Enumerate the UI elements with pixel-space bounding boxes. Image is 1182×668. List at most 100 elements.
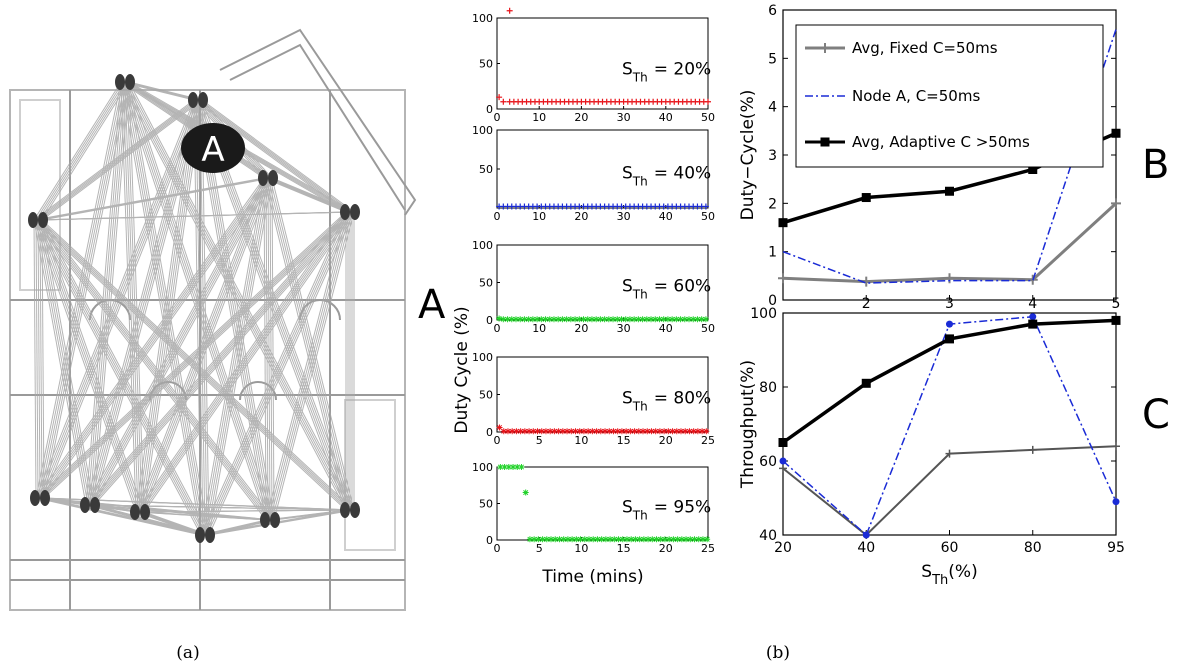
map-link <box>87 504 204 536</box>
data-point <box>597 428 604 435</box>
x-tick-label: 10 <box>532 111 546 124</box>
x-tick-label: 20 <box>774 540 792 556</box>
data-point <box>538 316 545 323</box>
map-link <box>33 219 87 506</box>
x-tick-label: 5 <box>1112 296 1121 312</box>
threshold-annotation: STh = 80% <box>622 389 711 414</box>
data-point <box>681 316 688 323</box>
sensor-node-icon <box>195 527 205 543</box>
data-point <box>615 536 622 543</box>
map-link <box>265 211 347 521</box>
map-link <box>208 211 355 536</box>
series-marker <box>1111 315 1121 325</box>
data-point <box>538 428 545 435</box>
map-link <box>137 211 349 513</box>
data-point <box>534 316 541 323</box>
data-point <box>576 316 583 323</box>
data-point <box>500 98 507 105</box>
series-marker <box>1028 445 1037 454</box>
data-point <box>526 536 533 543</box>
x-tick-label: 20 <box>659 434 673 447</box>
map-link <box>199 99 353 213</box>
legend-label: Node A, C=50ms <box>852 87 980 105</box>
map-link <box>200 177 265 536</box>
data-point <box>594 536 601 543</box>
series-marker <box>1111 128 1121 138</box>
series-marker <box>1028 165 1038 174</box>
data-point <box>665 428 672 435</box>
map-link <box>35 81 124 221</box>
data-point <box>618 428 625 435</box>
map-link <box>41 219 275 521</box>
data-point <box>585 428 592 435</box>
data-point <box>550 316 557 323</box>
data-point <box>657 536 664 543</box>
x-tick-label: 10 <box>532 322 546 335</box>
data-point <box>691 536 698 543</box>
data-point <box>564 428 571 435</box>
x-tick-label: 20 <box>574 210 588 223</box>
data-point <box>631 316 638 323</box>
data-point <box>614 316 621 323</box>
map-link <box>267 177 271 521</box>
sensor-node-icon <box>90 497 100 513</box>
x-tick-label: 0 <box>494 542 501 555</box>
y-tick-label: 6 <box>768 3 777 19</box>
y-tick-label: 100 <box>472 461 493 474</box>
map-link <box>206 211 353 536</box>
map-link <box>37 177 267 499</box>
y-tick-label: 50 <box>479 389 493 402</box>
y-tick-label: 0 <box>768 293 777 309</box>
node-a-marker <box>181 123 245 173</box>
y-tick-label: 0 <box>486 534 493 547</box>
data-point <box>505 464 512 470</box>
map-link <box>35 81 122 499</box>
sensor-node-icon <box>268 170 278 186</box>
map-link <box>37 99 197 499</box>
data-point <box>683 536 690 543</box>
map-link <box>193 99 202 536</box>
x-tick-label: 40 <box>659 322 673 335</box>
data-point <box>518 464 525 470</box>
data-point <box>517 316 524 323</box>
data-point <box>605 316 612 323</box>
x-tick-label: 0 <box>494 210 501 223</box>
x-tick-label: 50 <box>701 111 715 124</box>
y-tick-label: 50 <box>479 498 493 511</box>
data-point <box>673 316 680 323</box>
map-link <box>93 211 355 506</box>
map-link <box>197 99 351 213</box>
data-point <box>506 7 513 14</box>
data-point <box>619 536 626 543</box>
map-link <box>35 219 204 536</box>
sensor-node-icon <box>28 212 38 228</box>
data-point <box>677 428 684 435</box>
data-point <box>546 316 553 323</box>
map-link <box>265 177 269 521</box>
data-point <box>702 316 709 323</box>
data-point <box>496 315 503 322</box>
data-point <box>563 316 570 323</box>
legend-marker <box>820 43 830 53</box>
xlabel-suffix: (%) <box>948 562 977 582</box>
data-point <box>559 428 566 435</box>
annotation-s: S <box>622 389 633 409</box>
data-point <box>695 536 702 543</box>
data-point <box>686 428 693 435</box>
map-link <box>120 81 267 521</box>
map-link <box>41 211 353 499</box>
data-point <box>677 316 684 323</box>
x-tick-label: 5 <box>536 434 543 447</box>
data-point <box>610 316 617 323</box>
data-point <box>623 428 630 435</box>
series-marker <box>861 193 871 203</box>
sensor-node-icon <box>340 502 350 518</box>
panel-c-frame <box>782 312 1117 536</box>
map-link <box>265 177 349 511</box>
data-point <box>656 428 663 435</box>
series-line <box>782 29 1117 284</box>
data-point <box>597 316 604 323</box>
data-point <box>699 428 706 435</box>
data-point <box>640 428 647 435</box>
x-tick-label: 25 <box>701 434 715 447</box>
